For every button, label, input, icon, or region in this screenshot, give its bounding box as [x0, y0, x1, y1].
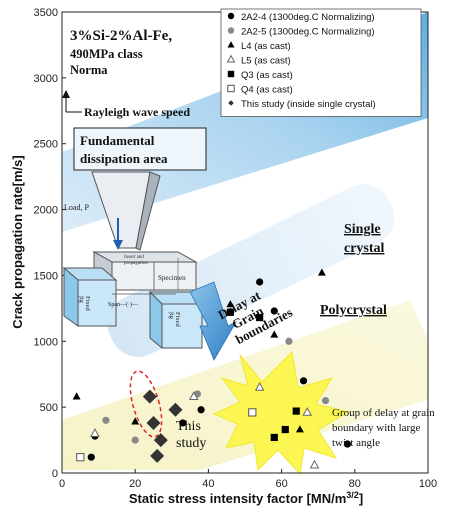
y-tick-label: 3000	[34, 73, 58, 85]
this-study-label-line-2: study	[176, 436, 206, 451]
group-delay-label-line-1: Group of delay at grain	[332, 407, 435, 419]
data-point	[270, 330, 279, 338]
data-point	[302, 407, 313, 416]
polycrystal-label: Polycrystal	[320, 303, 387, 318]
data-point	[197, 406, 205, 414]
x-tick-label: 40	[202, 478, 214, 490]
data-point	[343, 440, 352, 448]
data-point	[131, 436, 139, 444]
material-title-line-3: Norma	[70, 63, 108, 77]
x-tick-label: 0	[59, 478, 65, 490]
data-point	[270, 307, 278, 315]
data-point	[179, 419, 187, 427]
data-point	[168, 402, 183, 417]
test-device-illustration	[62, 171, 204, 350]
data-point	[226, 308, 234, 316]
data-point	[153, 433, 168, 448]
data-point	[150, 448, 165, 463]
data-point	[131, 417, 140, 425]
legend: 2A2-4 (1300deg.C Normalizing) 2A2-5 (1300…	[220, 8, 422, 117]
single-crystal-label-line-1: Single	[344, 222, 381, 237]
data-point	[76, 453, 85, 462]
data-point	[292, 407, 300, 415]
data-point	[102, 416, 110, 424]
material-title-line-1: 3%Si-2%Al-Fe,	[70, 28, 172, 44]
x-tick-label: 100	[419, 478, 437, 490]
data-point	[90, 428, 100, 437]
data-point	[254, 382, 265, 391]
data-point	[248, 408, 257, 417]
fixed-jig-right-line-1: Fixed	[174, 312, 181, 328]
y-tick-label: 1000	[34, 336, 58, 348]
x-tick-labels: 0 20 40 60 80 100	[59, 478, 437, 490]
legend-label: 2A2-5 (1300deg.C Normalizing)	[241, 27, 375, 38]
legend-label: L4 (as cast)	[241, 41, 291, 52]
span-label: Span—(·)—	[108, 301, 139, 308]
data-point	[226, 300, 235, 308]
data-point	[72, 392, 81, 400]
axis-ticks	[61, 11, 429, 474]
data-point	[285, 337, 293, 345]
fundamental-label-line-1: Fundamental	[80, 133, 155, 148]
legend-marker	[227, 27, 235, 34]
y-tick-labels: 0 500 1000 1500 2000 2500 3000 3500	[34, 7, 58, 480]
single-crystal-label-line-2: crystal	[344, 241, 385, 256]
y-axis-title: Crack propagation rate[m/s]	[10, 155, 25, 328]
y-tick-label: 2000	[34, 205, 58, 217]
material-title-line-2: 490MPa class	[70, 47, 143, 61]
group-delay-label-line-3: twist angle	[332, 437, 380, 449]
device-label-line-1: Insert and	[124, 255, 144, 260]
y-tick-label: 2500	[34, 139, 58, 151]
data-point	[142, 389, 157, 404]
legend-marker	[227, 84, 235, 93]
legend-marker	[227, 12, 235, 20]
y-tick-label: 3500	[34, 7, 58, 19]
y-tick-label: 0	[52, 468, 58, 480]
fundamental-label-line-2: dissipation area	[80, 151, 168, 166]
group-delay-label-line-2: boundary with large	[332, 422, 421, 434]
legend-label: Q4 (as cast)	[241, 85, 293, 96]
legend-label: 2A2-4 (1300deg.C Normalizing)	[241, 12, 375, 23]
legend-label: L5 (as cast)	[241, 56, 291, 67]
data-point	[146, 415, 161, 430]
load-label: Load, P	[64, 203, 89, 212]
data-point	[299, 377, 308, 385]
specimen-label: Specimen	[158, 274, 186, 282]
x-tick-label: 60	[275, 478, 287, 490]
data-point	[270, 433, 278, 442]
data-point	[281, 425, 289, 434]
legend-label: This study (inside single crystal)	[241, 99, 376, 110]
legend-marker	[226, 54, 236, 63]
fixed-jig-right-line-2: jig	[168, 311, 175, 320]
fundamental-dissipation-box	[73, 127, 207, 171]
data-point	[309, 459, 320, 469]
fixed-jig-left-line-1: Fixed	[84, 296, 91, 312]
legend-marker	[228, 100, 234, 106]
grain-boundary-delay-burst	[212, 350, 350, 476]
data-point	[188, 391, 199, 400]
data-point	[295, 425, 304, 433]
x-tick-label: 80	[349, 478, 361, 490]
y-tick-label: 1500	[34, 270, 58, 282]
legend-marker	[227, 70, 235, 78]
data-point	[256, 278, 264, 286]
fixed-jig-left-line-2: jig	[78, 295, 85, 304]
x-axis-title: Static stress intensity factor [MN/m3/2]	[129, 490, 363, 506]
this-study-highlight	[129, 370, 163, 438]
data-point	[317, 268, 326, 276]
rayleigh-marker	[62, 90, 82, 113]
delay-arrow	[189, 281, 238, 361]
legend-box	[220, 8, 422, 117]
data-point	[256, 313, 264, 322]
device-label-line-2: propagation	[124, 261, 148, 266]
legend-label: Q3 (as cast)	[241, 70, 293, 81]
data-point	[87, 453, 95, 461]
legend-marker	[227, 41, 235, 48]
x-tick-label: 20	[129, 478, 141, 490]
y-tick-label: 500	[40, 402, 58, 414]
data-point	[321, 396, 330, 405]
data-points	[72, 268, 352, 469]
rayleigh-wave-label: Rayleigh wave speed	[84, 105, 190, 119]
